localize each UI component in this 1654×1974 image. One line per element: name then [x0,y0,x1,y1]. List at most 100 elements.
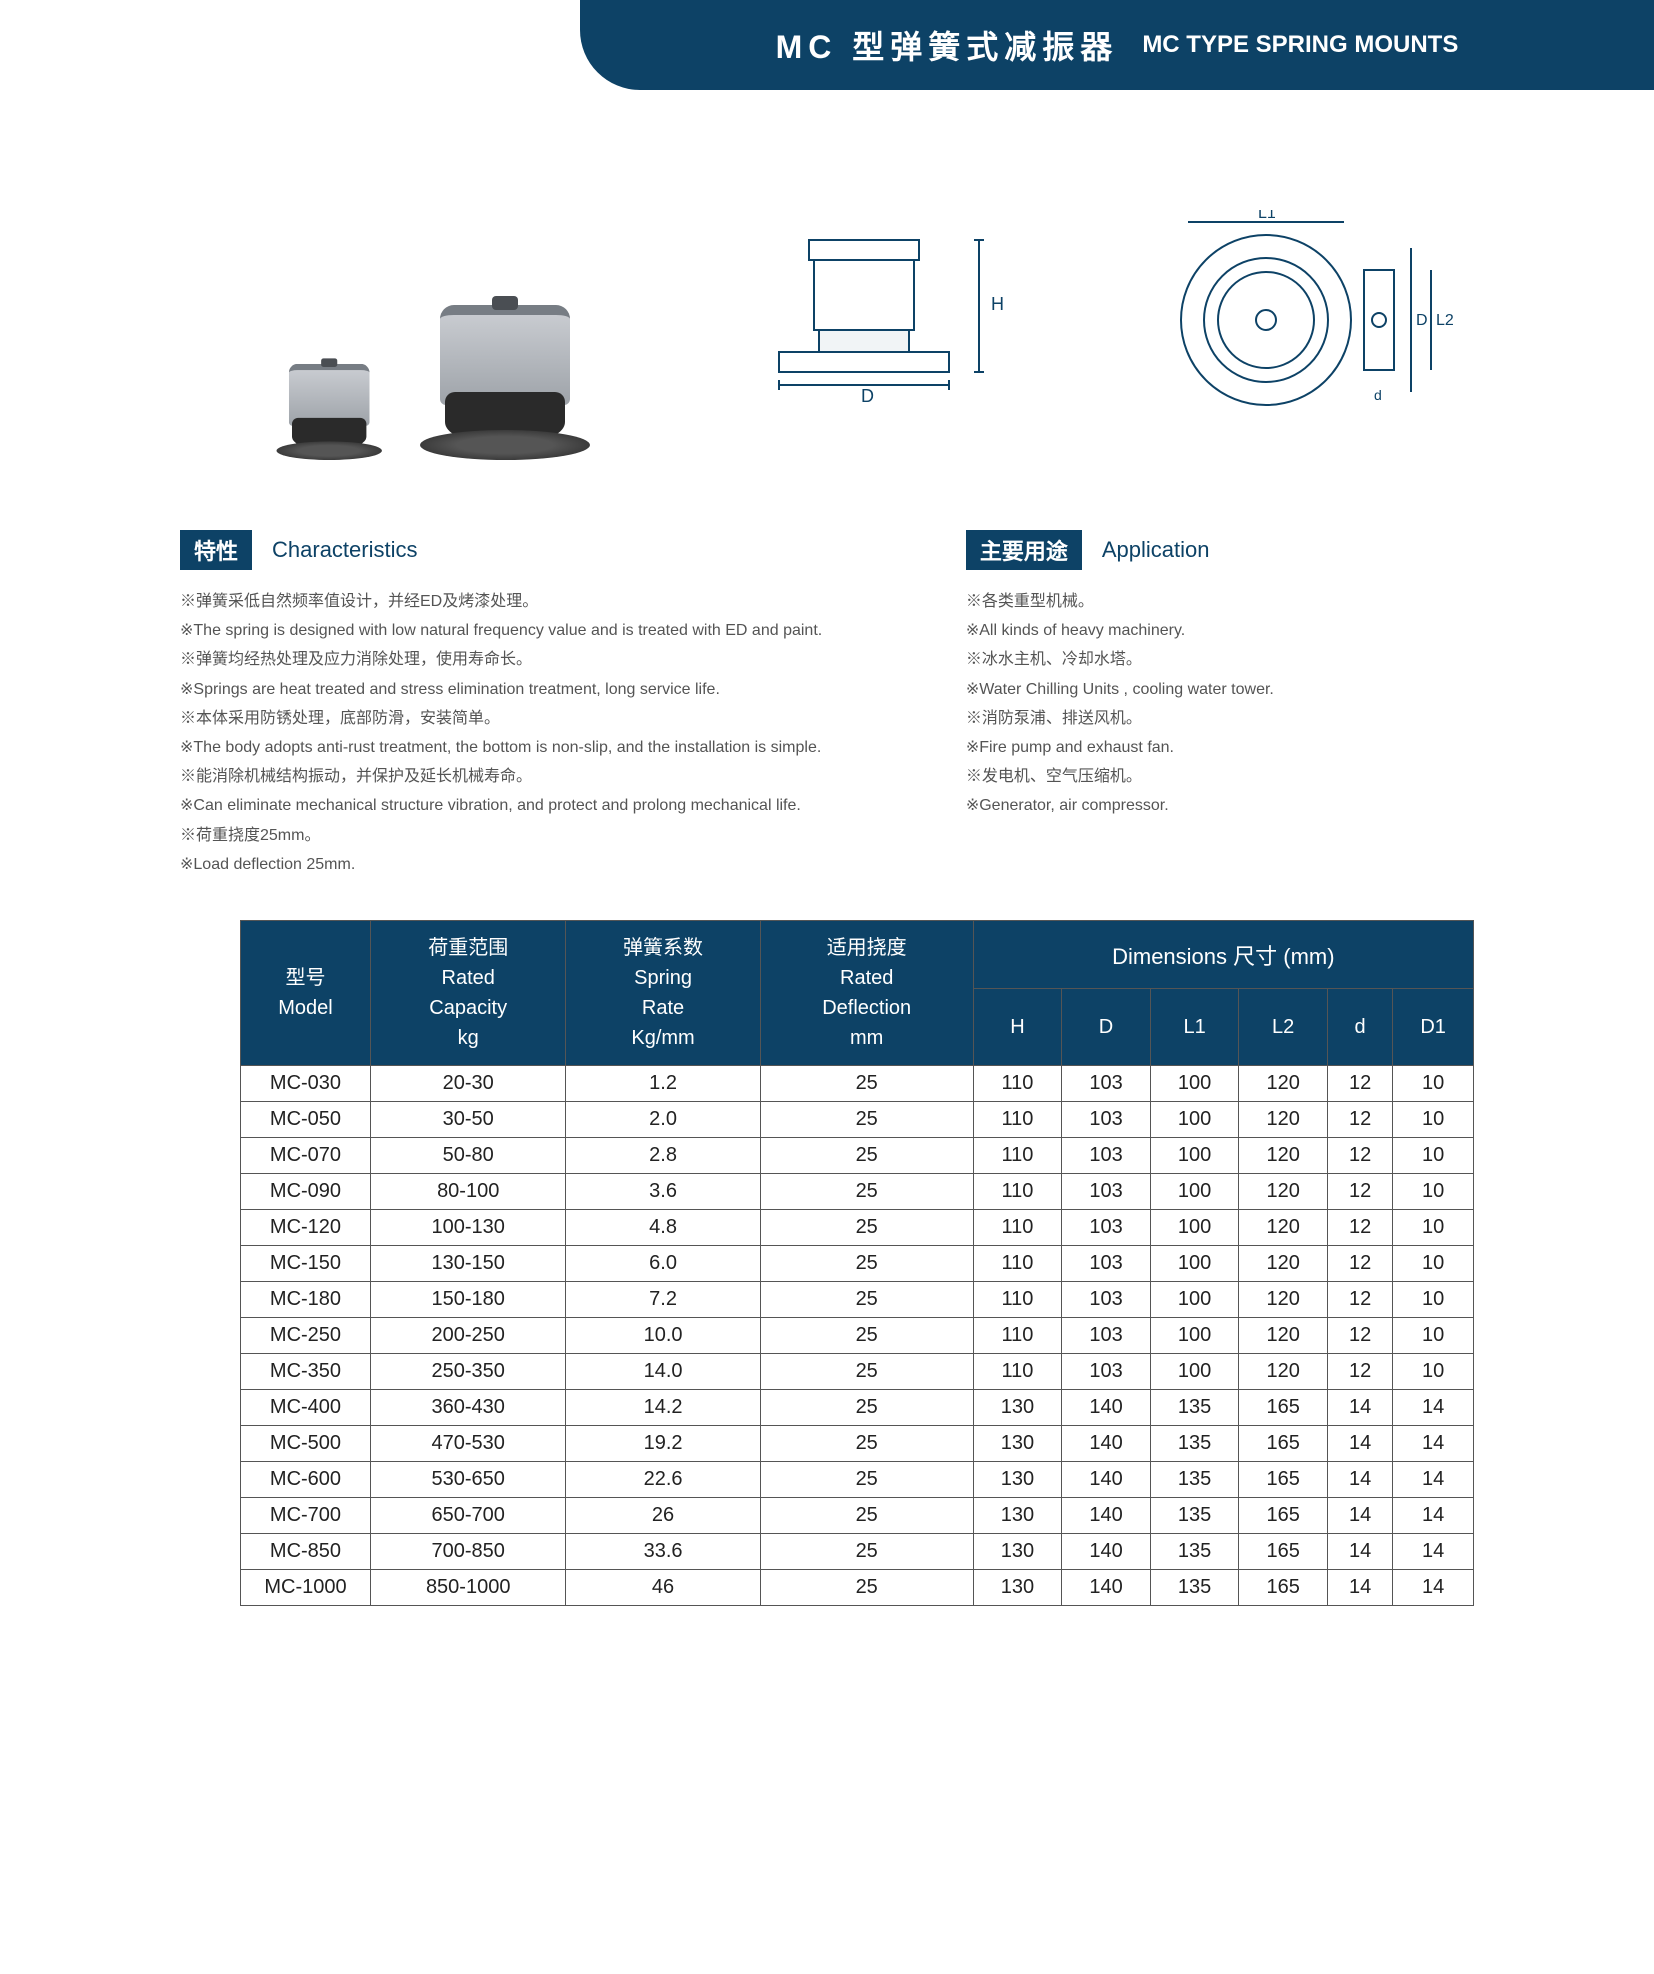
label-d: d [1374,387,1382,403]
table-cell: 470-530 [371,1425,566,1461]
th-L1: L1 [1150,989,1239,1066]
table-cell: 110 [973,1065,1062,1101]
table-row: MC-03020-301.2251101031001201210 [241,1065,1474,1101]
table-cell: 4.8 [566,1209,760,1245]
table-cell: 103 [1062,1065,1151,1101]
table-cell: 200-250 [371,1317,566,1353]
table-cell: 165 [1239,1389,1328,1425]
table-cell: 25 [760,1101,973,1137]
application-item: ※All kinds of heavy machinery. [966,617,1474,644]
table-cell: 2.8 [566,1137,760,1173]
label-L2: L2 [1436,312,1454,329]
table-cell: 140 [1062,1425,1151,1461]
table-row: MC-250200-25010.0251101031001201210 [241,1317,1474,1353]
table-cell: 26 [566,1497,760,1533]
table-cell: 12 [1327,1281,1392,1317]
table-cell: 25 [760,1065,973,1101]
table-cell: 14 [1393,1461,1474,1497]
table-cell: 20-30 [371,1065,566,1101]
table-cell: 10.0 [566,1317,760,1353]
table-cell: 120 [1239,1065,1328,1101]
characteristics-item: ※The spring is designed with low natural… [180,617,886,644]
table-cell: 165 [1239,1461,1328,1497]
table-cell: 3.6 [566,1173,760,1209]
table-row: MC-05030-502.0251101031001201210 [241,1101,1474,1137]
label-H: H [991,294,1004,314]
characteristics-item: ※荷重挠度25mm。 [180,822,886,849]
application-item: ※Generator, air compressor. [966,792,1474,819]
table-cell: MC-1000 [241,1569,371,1605]
info-sections: 特性 Characteristics ※弹簧采低自然频率值设计，并经ED及烤漆处… [0,500,1654,890]
table-cell: 12 [1327,1209,1392,1245]
table-row: MC-09080-1003.6251101031001201210 [241,1173,1474,1209]
table-row: MC-850700-85033.6251301401351651414 [241,1533,1474,1569]
table-cell: 110 [973,1173,1062,1209]
characteristics-item: ※本体采用防锈处理，底部防滑，安装简单。 [180,705,886,732]
table-cell: 80-100 [371,1173,566,1209]
th-deflection: 适用挠度 Rated Deflection mm [760,920,973,1065]
table-cell: 135 [1150,1569,1239,1605]
table-cell: 14 [1393,1533,1474,1569]
table-cell: 10 [1393,1173,1474,1209]
table-cell: 25 [760,1389,973,1425]
table-cell: 103 [1062,1281,1151,1317]
table-cell: MC-350 [241,1353,371,1389]
table-cell: 165 [1239,1497,1328,1533]
table-cell: 135 [1150,1533,1239,1569]
table-cell: MC-250 [241,1317,371,1353]
characteristics-item: ※弹簧采低自然频率值设计，并经ED及烤漆处理。 [180,588,886,615]
table-cell: 100 [1150,1209,1239,1245]
table-cell: 850-1000 [371,1569,566,1605]
table-cell: 14 [1327,1461,1392,1497]
label-D: D [861,386,874,406]
table-cell: 2.0 [566,1101,760,1137]
table-cell: MC-850 [241,1533,371,1569]
table-cell: MC-700 [241,1497,371,1533]
top-drawing: L1 L2 D d [1117,210,1474,430]
table-cell: 14.0 [566,1353,760,1389]
table-cell: 100 [1150,1317,1239,1353]
table-cell: 7.2 [566,1281,760,1317]
table-cell: 14 [1393,1569,1474,1605]
table-cell: 14 [1327,1569,1392,1605]
characteristics-item: ※Can eliminate mechanical structure vibr… [180,792,886,819]
table-row: MC-400360-43014.2251301401351651414 [241,1389,1474,1425]
table-cell: 25 [760,1533,973,1569]
table-cell: 103 [1062,1137,1151,1173]
table-cell: 140 [1062,1533,1151,1569]
table-cell: 140 [1062,1569,1151,1605]
table-cell: 25 [760,1569,973,1605]
table-cell: 14 [1393,1389,1474,1425]
table-cell: MC-600 [241,1461,371,1497]
header-title-cn: MC 型弹簧式减振器 [776,22,1119,68]
table-cell: 103 [1062,1245,1151,1281]
application-label: Application [1102,537,1210,563]
table-cell: 120 [1239,1281,1328,1317]
table-cell: MC-050 [241,1101,371,1137]
table-cell: 120 [1239,1245,1328,1281]
table-cell: 110 [973,1101,1062,1137]
application-item: ※冰水主机、冷却水塔。 [966,646,1474,673]
table-cell: 103 [1062,1353,1151,1389]
table-cell: MC-500 [241,1425,371,1461]
table-cell: 33.6 [566,1533,760,1569]
table-cell: 14 [1327,1533,1392,1569]
table-cell: 25 [760,1281,973,1317]
application-item: ※Fire pump and exhaust fan. [966,734,1474,761]
table-cell: 103 [1062,1317,1151,1353]
table-cell: 12 [1327,1101,1392,1137]
table-cell: 130 [973,1425,1062,1461]
table-cell: 110 [973,1209,1062,1245]
table-row: MC-180150-1807.2251101031001201210 [241,1281,1474,1317]
table-cell: 100 [1150,1173,1239,1209]
table-cell: 250-350 [371,1353,566,1389]
table-cell: 130-150 [371,1245,566,1281]
product-large-icon [395,260,615,460]
table-cell: 12 [1327,1137,1392,1173]
label-D2: D [1416,312,1428,329]
table-cell: MC-120 [241,1209,371,1245]
table-cell: 46 [566,1569,760,1605]
application-item: ※各类重型机械。 [966,588,1474,615]
table-cell: 12 [1327,1173,1392,1209]
table-cell: MC-090 [241,1173,371,1209]
